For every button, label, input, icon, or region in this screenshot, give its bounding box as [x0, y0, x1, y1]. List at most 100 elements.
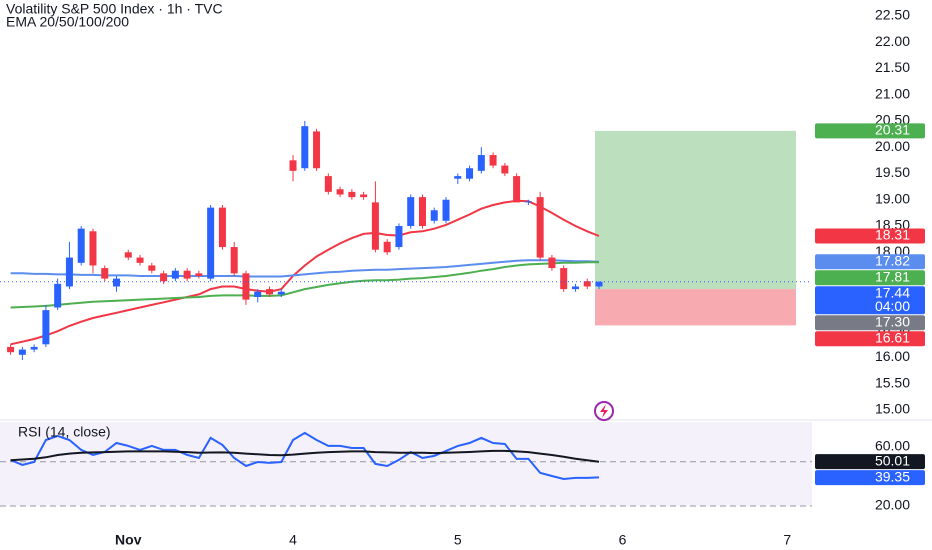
- candle-body: [513, 176, 521, 203]
- price-badge-label: 16.61: [875, 329, 910, 345]
- candle-body: [548, 257, 556, 269]
- price-badge: [815, 254, 925, 270]
- y-tick-label: 16.00: [875, 348, 910, 364]
- price-badge-label: 17.82: [875, 252, 910, 268]
- candle-body: [289, 160, 297, 171]
- candle-body: [407, 197, 415, 227]
- x-tick-label: 4: [289, 532, 297, 548]
- candle-body: [348, 191, 356, 198]
- candle-body: [218, 207, 226, 248]
- price-badge-label: 50.01: [875, 452, 910, 468]
- candle-body: [383, 241, 391, 253]
- candle-body: [277, 291, 285, 295]
- candle-body: [54, 283, 62, 308]
- candle-body: [442, 199, 450, 221]
- chart-subtitle: EMA 20/50/100/200: [6, 14, 129, 30]
- y-tick-label: 19.50: [875, 164, 910, 180]
- price-badge-label: 18.31: [875, 227, 910, 243]
- candle-body: [571, 286, 579, 290]
- indicator-line: [10, 259, 600, 278]
- candle-body: [30, 346, 38, 350]
- y-tick-label: 20.00: [875, 138, 910, 154]
- candle-body: [454, 176, 462, 179]
- legend-backdrop: [0, 0, 420, 30]
- price-badge: [815, 454, 925, 470]
- alert-icon[interactable]: [594, 401, 614, 421]
- candle-body: [313, 131, 321, 169]
- price-badge: [815, 270, 925, 286]
- candle-body: [113, 278, 121, 287]
- y-tick-label: 15.50: [875, 374, 910, 390]
- indicator-line: [10, 199, 600, 346]
- candle-body: [418, 197, 426, 227]
- rsi-background: [0, 422, 812, 506]
- candle-body: [360, 194, 368, 198]
- profit-zone: [595, 130, 796, 290]
- y-tick-label: 21.00: [875, 85, 910, 101]
- candle-body: [160, 273, 168, 282]
- chart-title: Volatility S&P 500 Index · 1h · TVC: [6, 1, 223, 17]
- candle-body: [171, 270, 179, 279]
- candle-body: [560, 268, 568, 290]
- x-tick-label: 5: [454, 532, 462, 548]
- price-badge: [815, 331, 925, 347]
- candle-body: [536, 197, 544, 258]
- candle-body: [583, 281, 591, 287]
- price-badge-label: 20.31: [875, 122, 910, 138]
- rsi-tick-label: 60.00: [875, 438, 910, 454]
- candle-body: [101, 268, 109, 279]
- rsi-tick-label: 20.00: [875, 497, 910, 513]
- candle-body: [254, 291, 262, 297]
- x-tick-label: Nov: [115, 532, 142, 548]
- candle-body: [136, 257, 144, 263]
- candle-body: [336, 189, 344, 195]
- indicator-line: [10, 449, 600, 463]
- candle-body: [89, 231, 97, 266]
- y-tick-label: 22.50: [875, 6, 910, 22]
- price-badge-label: 17.30: [875, 313, 910, 329]
- price-badge: [815, 286, 925, 315]
- candle-body: [371, 202, 379, 250]
- indicator-line: [10, 261, 599, 309]
- price-badge: [815, 315, 925, 331]
- candle-body: [301, 126, 309, 169]
- x-tick-label: 6: [619, 532, 627, 548]
- candle-body: [183, 270, 191, 279]
- price-badges: 20.31 18.31 17.8217.8117.4404:0017.3016.61…: [815, 122, 925, 486]
- y-tick-label: 19.00: [875, 190, 910, 206]
- candle-body: [42, 310, 50, 345]
- candle-body: [7, 346, 15, 353]
- candle-body: [230, 247, 238, 274]
- candle-body: [124, 252, 132, 258]
- candle-body: [395, 226, 403, 248]
- price-badge-label: 17.44: [875, 284, 910, 300]
- alert-bolt: [600, 404, 608, 418]
- candle-body: [207, 207, 215, 279]
- candle-body: [489, 155, 497, 166]
- candle-body: [595, 281, 603, 287]
- price-badge: [815, 228, 925, 244]
- x-tick-label: 7: [783, 532, 791, 548]
- y-tick-label: 22.00: [875, 33, 910, 49]
- loss-zone: [595, 289, 796, 326]
- candle-body: [524, 201, 532, 203]
- candle-body: [477, 155, 485, 171]
- candle-body: [430, 210, 438, 221]
- candle-body: [18, 349, 26, 355]
- candle-body: [195, 273, 203, 276]
- countdown-label: 04:00: [875, 298, 910, 314]
- candle-body: [324, 176, 332, 192]
- y-tick-label: 15.00: [875, 401, 910, 417]
- y-tick-label: 21.50: [875, 59, 910, 75]
- candle-body: [65, 257, 73, 287]
- price-badge-label: 39.35: [875, 468, 910, 484]
- candle-body: [265, 289, 273, 295]
- candle-body: [466, 168, 474, 179]
- candle-body: [77, 228, 85, 263]
- rsi-title: RSI (14, close): [18, 424, 111, 440]
- candle-body: [501, 165, 509, 174]
- price-badge: [815, 470, 925, 486]
- candle-body: [148, 265, 156, 271]
- candle-body: [242, 273, 250, 300]
